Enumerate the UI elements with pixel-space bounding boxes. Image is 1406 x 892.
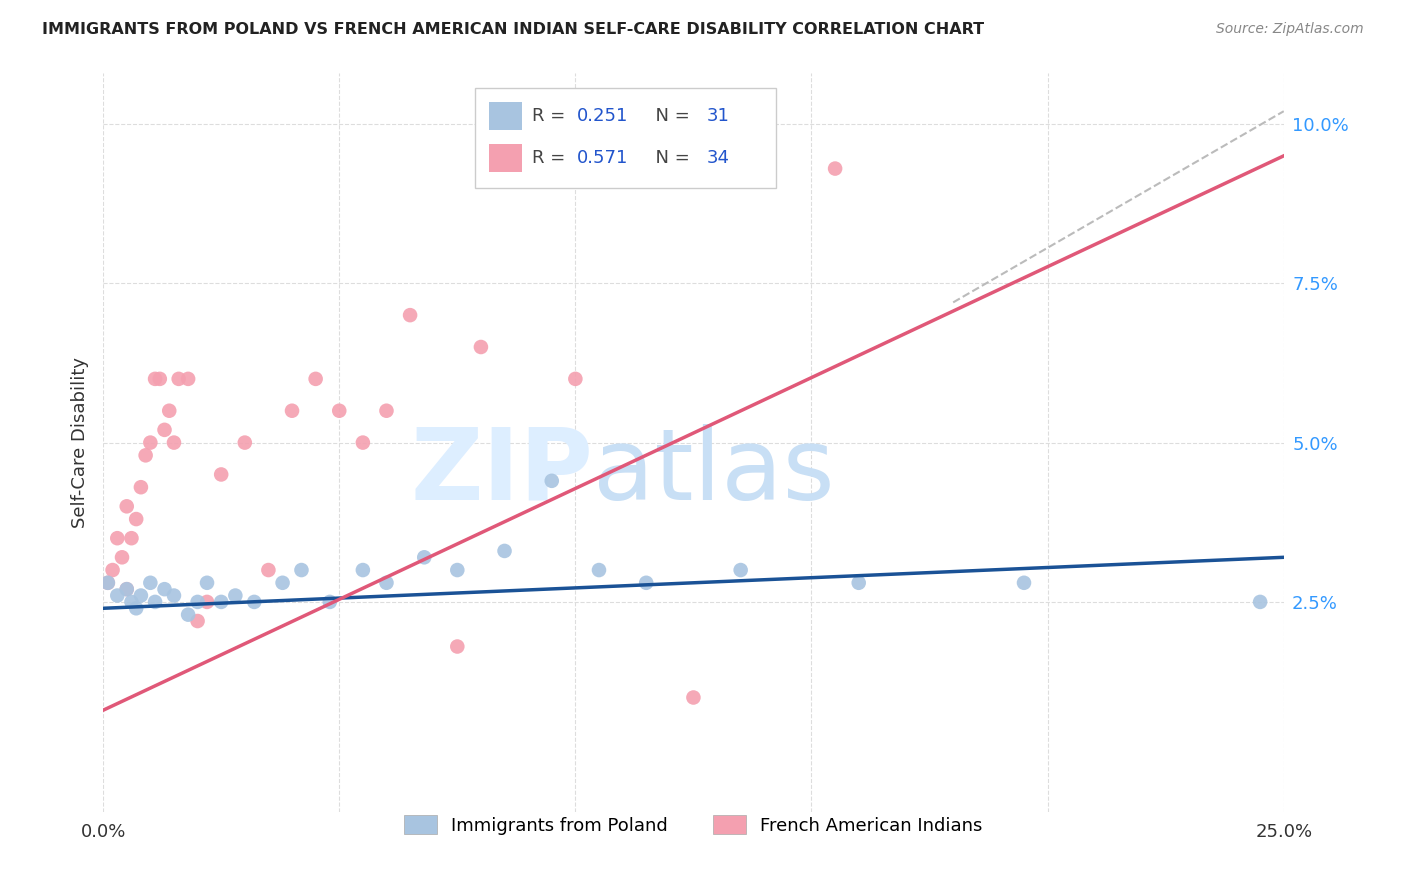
Point (209, 595, 232, 609)
Point (115, 582, 138, 596)
Point (97, 575, 120, 590)
Point (233, 435, 256, 450)
Point (187, 614, 209, 628)
Text: ZIP: ZIP (411, 424, 593, 521)
Point (101, 563, 124, 577)
Point (413, 550, 436, 565)
Point (167, 372, 190, 386)
Point (157, 403, 180, 417)
Text: Source: ZipAtlas.com: Source: ZipAtlas.com (1216, 22, 1364, 37)
Point (446, 640, 468, 654)
FancyBboxPatch shape (489, 102, 522, 130)
Point (271, 575, 294, 590)
Point (129, 589, 152, 603)
Point (125, 601, 148, 615)
Text: R =: R = (531, 149, 571, 167)
Text: 31: 31 (706, 107, 730, 125)
Point (105, 531, 128, 545)
Point (281, 403, 304, 417)
Point (257, 563, 280, 577)
Text: 34: 34 (706, 149, 730, 167)
Point (115, 582, 138, 596)
Text: IMMIGRANTS FROM POLAND VS FRENCH AMERICAN INDIAN SELF-CARE DISABILITY CORRELATIO: IMMIGRANTS FROM POLAND VS FRENCH AMERICA… (42, 22, 984, 37)
Point (143, 595, 166, 609)
Text: 0.251: 0.251 (576, 107, 628, 125)
Point (115, 500, 138, 514)
Point (209, 467, 232, 482)
Point (494, 544, 516, 558)
Point (243, 595, 266, 609)
Y-axis label: Self-Care Disability: Self-Care Disability (72, 357, 89, 528)
Text: 0.571: 0.571 (576, 149, 628, 167)
Point (375, 575, 398, 590)
Point (125, 512, 148, 526)
Point (328, 403, 350, 417)
Point (195, 595, 218, 609)
Point (352, 435, 374, 450)
Point (149, 372, 172, 386)
Point (139, 435, 162, 450)
Point (290, 563, 312, 577)
Text: N =: N = (644, 149, 696, 167)
Text: N =: N = (644, 107, 696, 125)
Point (352, 563, 374, 577)
Point (730, 563, 752, 577)
Point (129, 480, 152, 494)
Point (121, 531, 143, 545)
Point (224, 589, 246, 603)
Point (470, 340, 492, 354)
Legend: Immigrants from Poland, French American Indians: Immigrants from Poland, French American … (395, 806, 991, 844)
Point (399, 308, 422, 322)
Point (143, 372, 166, 386)
Point (824, 161, 846, 176)
Point (848, 575, 870, 590)
Point (163, 435, 186, 450)
Point (135, 448, 157, 462)
Point (1012, 575, 1035, 590)
FancyBboxPatch shape (475, 87, 776, 187)
Point (540, 474, 562, 488)
Point (187, 595, 209, 609)
Point (121, 595, 143, 609)
Point (153, 423, 176, 437)
FancyBboxPatch shape (489, 144, 522, 172)
Point (682, 690, 704, 705)
Point (177, 607, 200, 622)
Point (446, 563, 468, 577)
Point (139, 575, 162, 590)
Point (588, 563, 610, 577)
Point (375, 403, 398, 417)
Point (153, 582, 176, 596)
Text: atlas: atlas (593, 424, 835, 521)
Point (163, 589, 186, 603)
Point (636, 575, 658, 590)
Point (177, 372, 200, 386)
Point (97, 575, 120, 590)
Point (105, 589, 128, 603)
Point (1249, 595, 1271, 609)
Point (304, 372, 326, 386)
Point (319, 595, 342, 609)
Text: R =: R = (531, 107, 571, 125)
Point (564, 372, 586, 386)
Point (111, 550, 134, 565)
Point (195, 575, 218, 590)
